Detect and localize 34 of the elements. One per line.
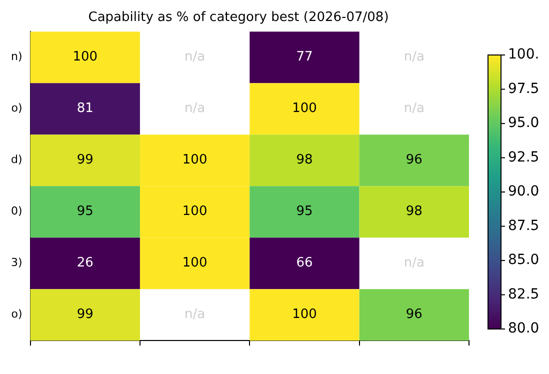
- data-label: 100: [292, 307, 317, 322]
- data-label: 99: [76, 152, 94, 168]
- chart-title: Capability as % of category best (2026-07/08): [88, 10, 389, 26]
- color-bar-label: 80.0: [508, 320, 540, 337]
- data-label: 100: [182, 204, 208, 220]
- color-bar-label: 95.0: [508, 115, 540, 132]
- y-tick-label: d): [11, 153, 22, 166]
- data-label: 66: [296, 256, 313, 271]
- data-label: 99: [76, 307, 94, 322]
- data-label: 81: [76, 101, 94, 116]
- y-tick-label: n): [11, 50, 22, 64]
- data-label: 98: [296, 152, 313, 168]
- color-bar-label: 92.5: [508, 149, 540, 166]
- data-label: 100: [182, 152, 208, 168]
- y-tick-label: 3): [10, 256, 22, 270]
- y-tick-label: o): [11, 102, 22, 115]
- y-tick-label: 0): [10, 204, 22, 218]
- color-bar-label: 87.5: [508, 218, 540, 234]
- data-label: 95: [296, 204, 313, 220]
- data-label: 95: [76, 204, 94, 220]
- data-label: 96: [406, 307, 422, 322]
- data-label: 96: [406, 152, 422, 168]
- data-label: 77: [296, 50, 313, 65]
- y-tick-label: o): [11, 308, 22, 321]
- data-label: 26: [76, 256, 94, 271]
- data-label: 98: [406, 204, 422, 220]
- color-bar-label: 85.0: [508, 252, 540, 268]
- color-bar-label: 100.: [508, 46, 540, 63]
- color-bar-label: 82.5: [508, 286, 540, 302]
- data-label: 100: [182, 256, 208, 271]
- color-bar-label: 90.0: [508, 184, 540, 200]
- data-label: 100: [292, 101, 317, 116]
- color-bar-label: 97.5: [508, 80, 540, 97]
- data-label: 100: [72, 50, 98, 65]
